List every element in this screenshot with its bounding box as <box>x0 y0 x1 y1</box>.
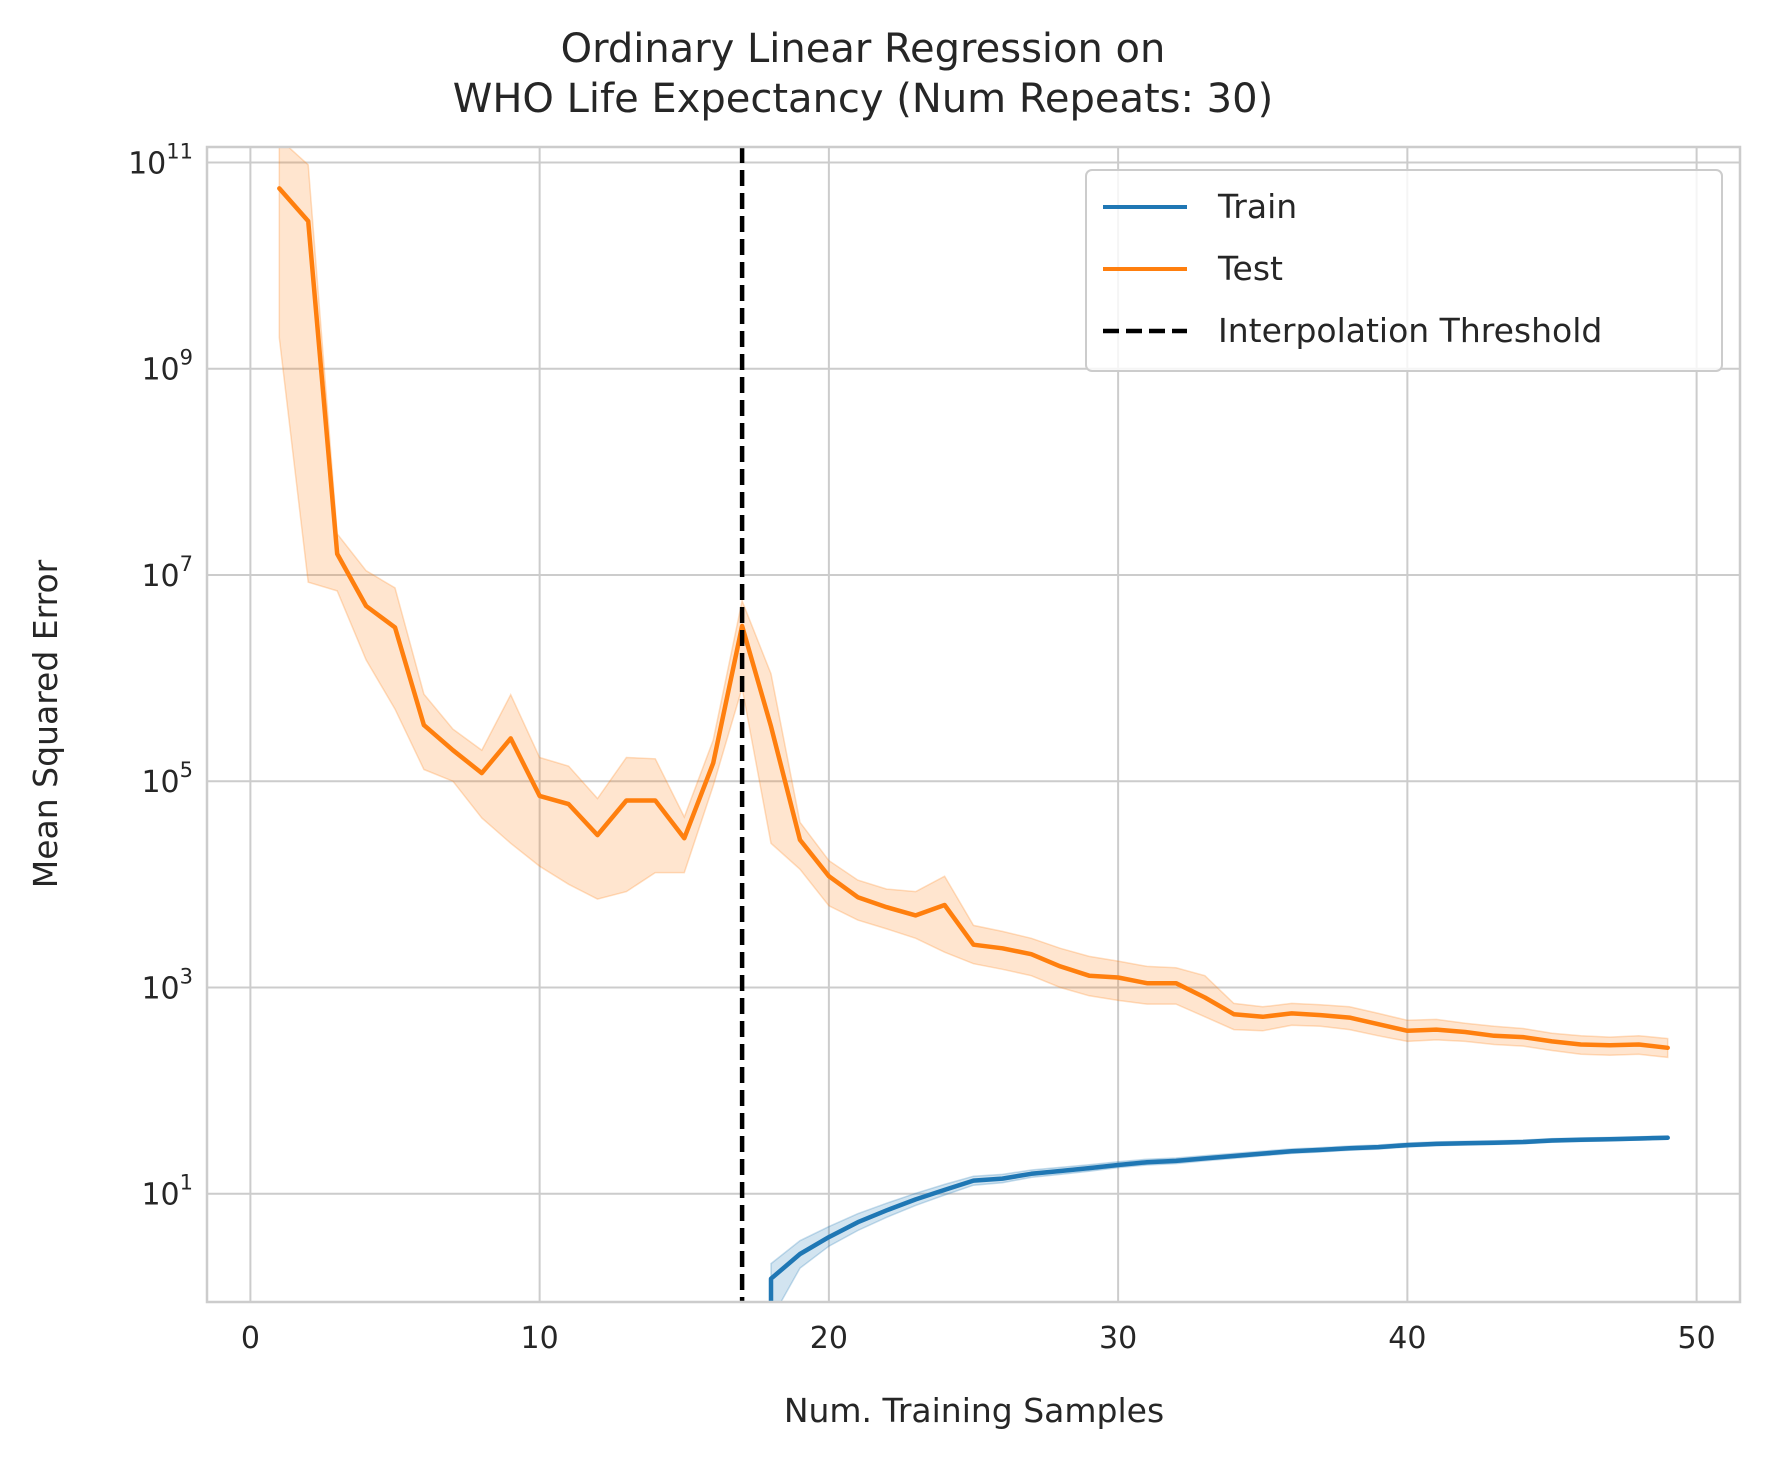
chart-title-line-2: WHO Life Expectancy (Num Repeats: 30) <box>453 76 1273 122</box>
line-train <box>768 1135 1670 1302</box>
y-tick-exponent-3: 3 <box>180 964 193 988</box>
plot-area-frame <box>205 145 1742 1304</box>
legend-box <box>1085 169 1723 372</box>
x-tick-label-30: 30 <box>1099 1321 1137 1356</box>
y-tick-label-11: 1011 <box>128 139 193 181</box>
legend-label-threshold: Interpolation Threshold <box>1218 311 1602 350</box>
series-lines <box>277 186 1670 1302</box>
x-axis-label: Num. Training Samples <box>784 1391 1164 1430</box>
y-tick-exponent-9: 9 <box>180 346 193 370</box>
legend-label-test: Test <box>1217 249 1283 288</box>
legend-label-train: Train <box>1217 187 1297 226</box>
x-tick-label-50: 50 <box>1678 1321 1716 1356</box>
y-tick-label-7: 107 <box>141 552 193 594</box>
band-train <box>770 1135 1669 1302</box>
y-tick-label-3: 103 <box>141 964 193 1006</box>
x-tick-label-10: 10 <box>521 1321 559 1356</box>
y-tick-exponent-5: 5 <box>180 758 193 782</box>
line-test <box>277 186 1670 1051</box>
y-tick-label-5: 105 <box>141 758 193 800</box>
y-tick-exponent-7: 7 <box>180 552 193 576</box>
x-tick-label-0: 0 <box>241 1321 260 1356</box>
x-tick-label-20: 20 <box>810 1321 848 1356</box>
x-tick-label-40: 40 <box>1388 1321 1426 1356</box>
y-tick-exponent-1: 1 <box>180 1171 193 1195</box>
y-tick-labels: 101 103 105 107 109 1011 <box>128 139 193 1212</box>
chart-title: Ordinary Linear Regression on WHO Life E… <box>453 26 1273 122</box>
legend: Train Test Interpolation Threshold <box>1085 169 1723 372</box>
chart-title-line-1: Ordinary Linear Regression on <box>561 26 1166 72</box>
x-tick-labels: 0 10 20 30 40 50 <box>241 1321 1716 1356</box>
y-tick-label-1: 101 <box>141 1171 193 1213</box>
y-tick-exponent-11: 11 <box>166 139 193 163</box>
y-tick-label-9: 109 <box>141 346 193 388</box>
y-axis-label: Mean Squared Error <box>26 559 65 888</box>
band-test <box>278 147 1669 1059</box>
